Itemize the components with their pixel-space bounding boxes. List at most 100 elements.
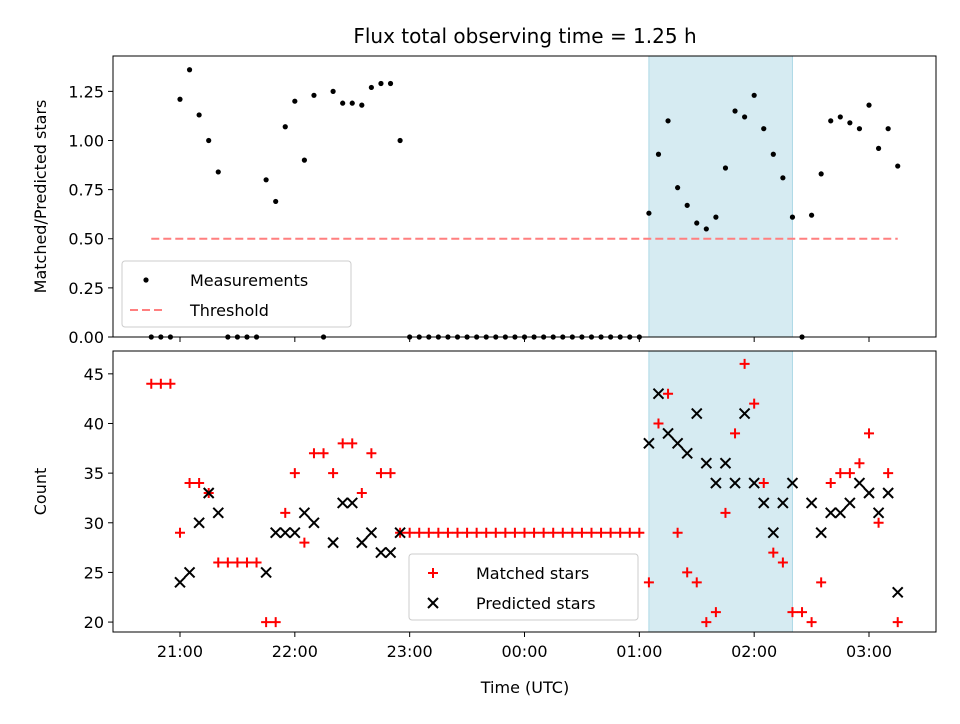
bottom-predicted-stars-point [834,507,847,519]
top-measurements-point [684,202,690,208]
bottom-matched-stars-point [433,527,444,538]
bottom-predicted-stars-point [643,437,655,450]
bottom-matched-stars-point [864,428,875,439]
top-measurements-point [368,84,374,91]
top-measurements-point [856,126,863,132]
bottom-matched-stars-point [825,478,836,489]
bottom-predicted-stars-point [308,517,320,529]
bottom-matched-stars-point [892,617,903,628]
top-measurements-point [828,118,834,124]
top-measurements-point [206,137,212,144]
top-measurements-point [895,163,901,169]
top-measurements-point [885,126,891,132]
top-measurements-point [761,126,767,132]
top-measurements-point [866,102,872,108]
bottom-matched-stars-point [241,557,252,568]
bottom-matched-stars-point [165,378,176,389]
bottom-matched-stars-point [538,527,549,538]
top-measurements-point [646,210,652,216]
top-measurements-point [301,157,307,163]
bottom-matched-stars-point [194,478,205,489]
bottom-y-tick-label: 25 [84,563,104,582]
bottom-predicted-stars-point [662,427,674,440]
top-y-tick-label: 1.00 [68,131,104,150]
bottom-predicted-stars-point [748,477,760,489]
top-measurements-point [751,92,757,98]
bottom-matched-stars-point [844,468,855,479]
top-measurements-point [722,165,729,171]
bottom-matched-stars-point [280,507,291,518]
bottom-matched-stars-point [318,448,329,459]
bottom-matched-stars-point [385,468,396,479]
top-panel: 0.00 0.25 0.50 0.75 1.00 1.25 Matched/Predicte… [31,55,937,347]
bottom-matched-stars-point [883,468,894,479]
bottom-matched-stars-point [308,448,319,459]
bottom-matched-stars-point [653,418,664,429]
bottom-predicted-stars-point [193,517,205,529]
bottom-matched-stars-point [174,527,185,538]
bottom-predicted-stars-point [336,497,349,509]
bottom-matched-stars-point [596,527,607,538]
bottom-matched-stars-point [490,527,501,538]
bottom-predicted-stars-point [289,526,301,539]
bottom-predicted-stars-point [758,497,770,509]
bottom-x-tick-label: 23:00 [387,642,433,661]
bottom-matched-stars-point [222,557,233,568]
bottom-matched-stars-point [366,448,377,459]
bottom-predicted-stars-point [375,546,387,559]
bottom-predicted-stars-point [805,497,818,509]
bottom-predicted-stars-point [269,526,282,539]
bottom-matched-stars-point [777,557,788,568]
bottom-predicted-stars-point [681,447,693,459]
bottom-matched-stars-point [270,617,281,628]
bottom-matched-stars-point [404,527,415,538]
top-legend: Measurements Threshold [121,260,352,328]
top-measurements-point [770,151,776,157]
top-y-tick-label: 0.75 [68,181,104,200]
bottom-matched-stars-point [529,527,540,538]
bottom-x-tick-label: 21:00 [157,642,203,661]
top-measurements-point [330,88,336,94]
bottom-matched-stars-point [509,527,520,538]
bottom-matched-stars-point [691,577,702,588]
top-measurements-point [742,114,748,120]
top-measurements-point [808,212,815,218]
top-measurements-point [875,145,882,151]
top-measurements-point [655,151,662,157]
bottom-matched-stars-point [375,468,386,479]
top-measurements-point [292,98,298,104]
bottom-matched-stars-point [634,527,645,538]
bottom-x-tick-label: 01:00 [616,642,662,661]
bottom-matched-stars-point [146,378,157,389]
bottom-matched-stars-point [624,527,635,538]
bottom-matched-stars-point [663,388,674,399]
bottom-x-axis-label: Time (UTC) [480,678,569,697]
top-measurements-point [732,108,738,114]
bottom-predicted-stars-point [738,407,751,420]
bottom-matched-stars-point [787,607,798,618]
bottom-matched-stars-point [576,527,587,538]
top-measurements-point [713,214,719,220]
top-measurements-point [263,177,269,183]
bottom-matched-stars-point [567,527,578,538]
bottom-matched-stars-point [261,617,272,628]
bottom-matched-stars-point [251,557,262,568]
bottom-matched-stars-point [643,577,654,588]
top-measurements-point [703,226,709,232]
bottom-x-tick-label: 22:00 [272,642,318,661]
bottom-matched-stars-point [414,527,425,538]
bottom-predicted-stars-point [260,566,272,579]
top-measurements-point [186,67,193,73]
bottom-matched-stars-point [548,527,559,538]
bottom-predicted-stars-point [777,497,789,509]
top-measurements-point [359,102,365,108]
top-highlight-span [648,55,793,338]
bottom-matched-stars-point [720,507,731,518]
top-legend-label-measurements: Measurements [190,271,308,290]
bottom-matched-stars-point [184,478,195,489]
bottom-x-tick-label: 00:00 [501,642,547,661]
top-measurements-point [789,214,796,220]
bottom-predicted-stars-point [844,497,856,509]
bottom-matched-stars-point [557,527,568,538]
